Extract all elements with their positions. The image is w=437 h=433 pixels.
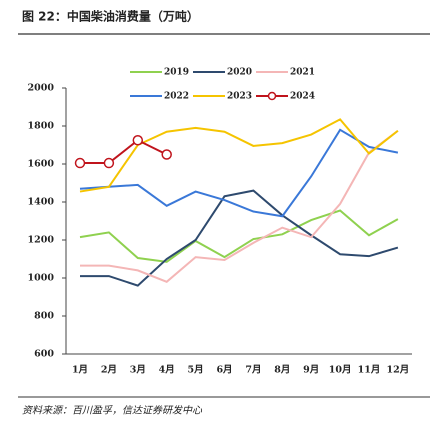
legend-label: 2020 <box>227 68 252 78</box>
series-line <box>79 118 399 193</box>
legend-marker <box>267 91 277 101</box>
y-tick-label: 1200 <box>28 235 55 246</box>
series-line <box>79 209 399 263</box>
y-tick-label: 1000 <box>28 273 55 284</box>
x-tick-label: 11月 <box>358 365 381 376</box>
legend-label: 2023 <box>227 92 252 102</box>
x-tick-label: 4月 <box>159 365 175 376</box>
legend-label: 2019 <box>164 68 189 78</box>
x-tick-label: 1月 <box>72 365 88 376</box>
point-marker <box>161 149 172 160</box>
y-tick-label: 1400 <box>28 197 55 208</box>
series-line <box>80 129 399 283</box>
point-marker <box>74 157 86 169</box>
x-tick-label: 10月 <box>329 365 352 376</box>
legend-label: 2022 <box>164 92 189 102</box>
y-tick-label: 600 <box>34 349 54 360</box>
series-line <box>80 139 168 165</box>
x-tick-label: 8月 <box>274 365 290 376</box>
chart-title: 图 22：中国柴油消费量（万吨） <box>22 9 199 24</box>
x-tick-label: 9月 <box>303 365 319 376</box>
series-line <box>79 128 399 218</box>
x-tick-label: 12月 <box>387 365 410 376</box>
series-line <box>80 189 399 287</box>
x-tick-label: 6月 <box>216 365 232 376</box>
point-marker <box>103 157 115 169</box>
y-tick-label: 1600 <box>28 159 55 170</box>
point-marker <box>132 135 144 146</box>
x-tick-label: 2月 <box>101 365 117 376</box>
y-tick-label: 1800 <box>28 121 55 132</box>
x-tick-label: 7月 <box>245 365 261 376</box>
x-tick-label: 5月 <box>188 365 204 376</box>
x-tick-label: 3月 <box>130 365 146 376</box>
source: 资料来源：百川盈孚，信达证券研发中心 <box>22 405 203 417</box>
y-tick-label: 800 <box>34 311 54 322</box>
legend-label: 2024 <box>290 92 315 102</box>
y-tick-label: 2000 <box>28 83 55 94</box>
legend-label: 2021 <box>290 68 315 78</box>
